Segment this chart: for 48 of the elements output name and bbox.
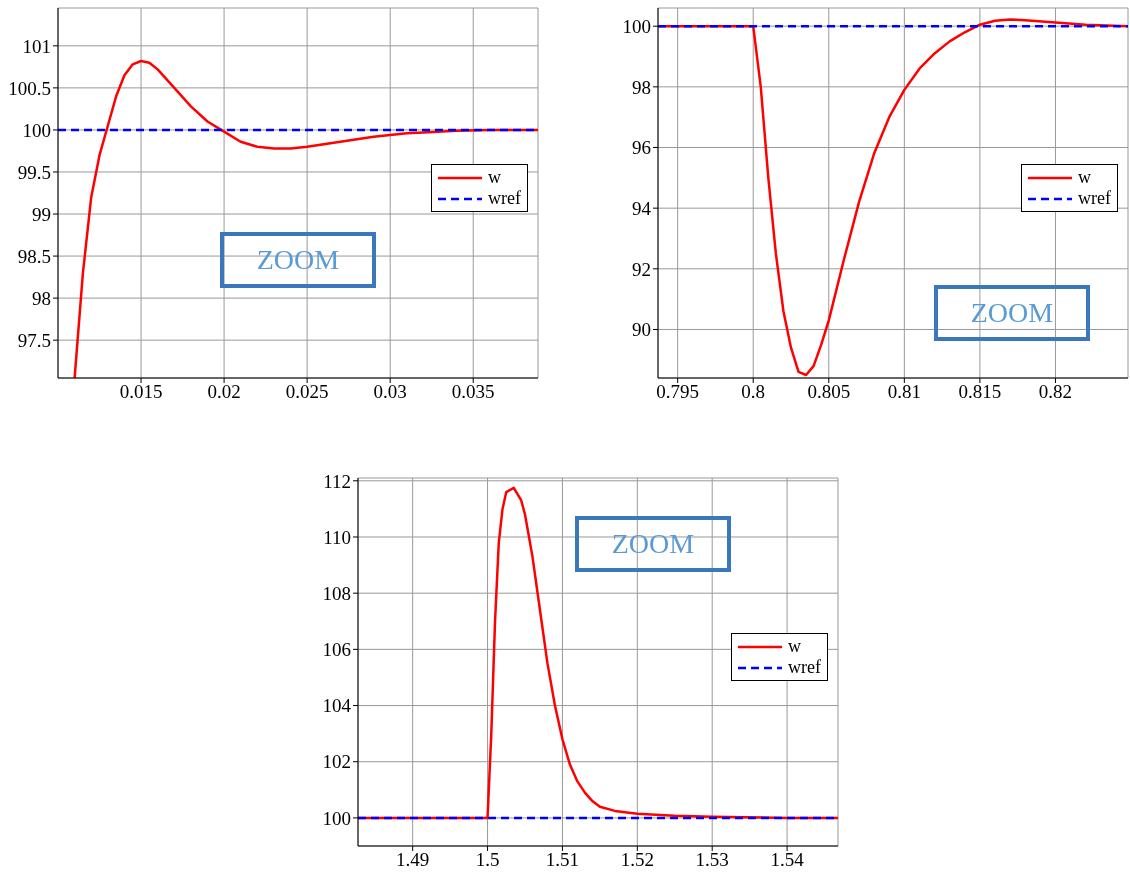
x-tick-label: 1.54: [770, 849, 805, 871]
y-tick-label: 100: [22, 119, 51, 141]
y-tick-label: 102: [322, 751, 351, 773]
line-series: [73, 59, 538, 378]
x-tick-label: 0.795: [656, 381, 700, 403]
y-tick-label: 96: [632, 137, 651, 159]
x-tick-label: 0.025: [285, 381, 329, 403]
y-tick-label: 110: [323, 526, 351, 548]
x-tick-label: 1.49: [396, 849, 430, 871]
y-tick-label: 94: [632, 197, 652, 219]
y-tick-label: 101: [22, 35, 51, 57]
legend-label: wref: [788, 657, 821, 679]
x-tick-label: 1.51: [545, 849, 580, 871]
x-tick-label: 0.81: [887, 381, 921, 403]
x-tick-label: 0.03: [373, 381, 407, 403]
legend-label: wref: [488, 188, 521, 209]
y-tick-label: 104: [322, 695, 352, 717]
y-tick-label: 100: [622, 15, 651, 37]
x-tick-label: 1.52: [620, 849, 654, 871]
y-tick-label: 99.5: [17, 161, 51, 183]
annotation: ZOOM: [220, 232, 376, 288]
x-tick-label: 0.815: [958, 381, 1002, 403]
y-tick-label: 98: [32, 287, 51, 309]
x-tick-label: 0.8: [741, 381, 766, 403]
x-tick-label: 0.015: [119, 381, 163, 403]
legend-label: w: [788, 636, 802, 658]
y-tick-label: 100.5: [8, 77, 51, 99]
y-tick-label: 90: [632, 319, 651, 341]
legend-label: wref: [1078, 188, 1111, 209]
annotation: ZOOM: [575, 516, 731, 572]
x-tick-label: 0.805: [807, 381, 851, 403]
legend-label: w: [488, 167, 502, 188]
annotation: ZOOM: [934, 285, 1090, 341]
x-tick-label: 1.53: [695, 849, 729, 871]
x-tick-label: 0.02: [207, 381, 241, 403]
x-tick-label: 1.5: [475, 849, 500, 871]
y-tick-label: 108: [322, 582, 351, 604]
y-tick-label: 106: [322, 639, 351, 661]
x-tick-label: 0.035: [451, 381, 495, 403]
y-tick-label: 99: [32, 203, 51, 225]
x-tick-label: 0.82: [1038, 381, 1073, 403]
y-tick-label: 98.5: [17, 245, 51, 267]
y-tick-label: 100: [322, 807, 351, 829]
y-tick-label: 112: [323, 470, 351, 492]
y-tick-label: 92: [632, 258, 651, 280]
legend-label: w: [1078, 167, 1092, 188]
y-tick-label: 97.5: [17, 329, 51, 351]
y-tick-label: 98: [632, 76, 651, 98]
